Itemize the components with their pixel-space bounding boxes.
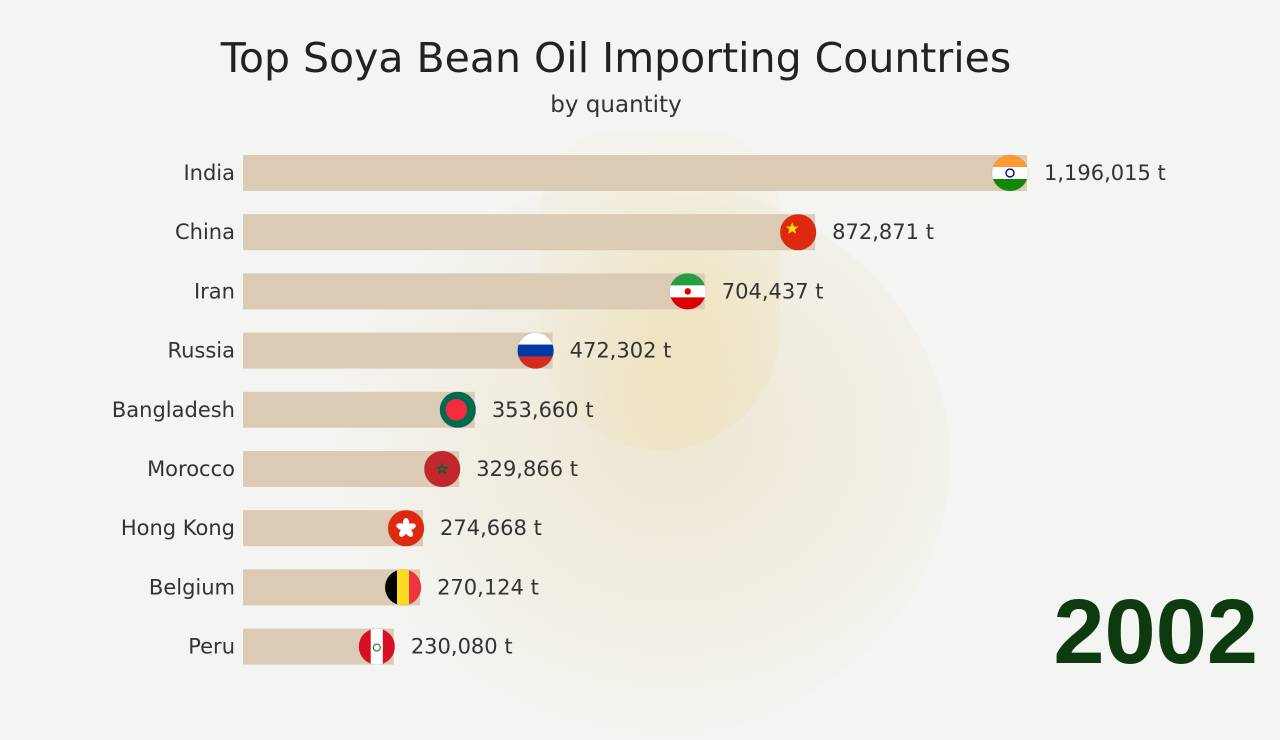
value-label-iran: 704,437 t — [722, 279, 824, 303]
category-label-morocco: Morocco — [147, 457, 235, 481]
value-label-belgium: 270,124 t — [437, 575, 539, 599]
value-label-morocco: 329,866 t — [476, 457, 578, 481]
year-label: 2002 — [1053, 581, 1258, 683]
category-label-iran: Iran — [194, 279, 235, 303]
bar-chart: India 1,196,015 t China 872,871 t Iran 704,43… — [112, 154, 1166, 666]
category-label-peru: Peru — [188, 635, 235, 659]
bar-bangladesh — [243, 391, 475, 428]
flag-china-icon — [779, 213, 817, 251]
value-label-russia: 472,302 t — [570, 339, 672, 363]
bar-russia — [243, 332, 553, 369]
category-label-hong-kong: Hong Kong — [121, 516, 235, 540]
category-label-china: China — [175, 220, 235, 244]
bar-morocco — [243, 451, 460, 487]
bar-china — [243, 214, 816, 251]
bar-india — [243, 155, 1027, 191]
value-label-india: 1,196,015 t — [1044, 161, 1166, 185]
flag-belgium-icon — [384, 568, 422, 606]
flag-iran-icon — [669, 272, 707, 310]
bar-iran — [243, 273, 705, 310]
category-label-bangladesh: Bangladesh — [112, 398, 235, 422]
flag-peru-icon — [358, 628, 396, 666]
flag-morocco-icon — [423, 450, 461, 488]
flag-india-icon — [991, 154, 1029, 192]
flag-bangladesh-icon — [439, 391, 477, 429]
value-label-peru: 230,080 t — [411, 635, 513, 659]
chart-subtitle: by quantity — [550, 92, 682, 118]
category-label-india: India — [183, 161, 235, 185]
value-label-hong-kong: 274,668 t — [440, 516, 542, 540]
chart-title: Top Soya Bean Oil Importing Countries — [220, 34, 1012, 82]
category-label-russia: Russia — [167, 339, 235, 363]
category-label-belgium: Belgium — [149, 575, 235, 599]
flag-hong-kong-icon — [387, 509, 425, 547]
flag-russia-icon — [517, 332, 555, 370]
value-label-bangladesh: 353,660 t — [492, 398, 594, 422]
value-label-china: 872,871 t — [832, 220, 934, 244]
